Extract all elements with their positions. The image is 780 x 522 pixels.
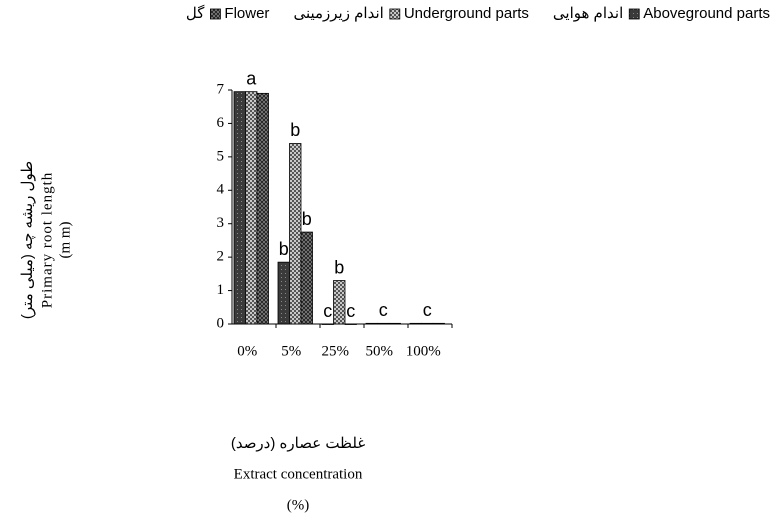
y-label-unit: (m m) [57, 221, 73, 258]
y-tick-label: 6 [217, 115, 225, 131]
bar [233, 91, 246, 325]
legend-label: Underground parts [404, 5, 529, 22]
y-label-fa: طول ریشه چه (میلی متر) [19, 161, 36, 319]
x-tick-label: 0% [237, 343, 257, 359]
legend-label-fa: اندام هوایی [553, 5, 623, 22]
x-tick-label: 25% [322, 343, 350, 359]
y-tick-label: 7 [217, 81, 225, 97]
x-label-unit: (%) [287, 497, 310, 513]
significance-letter: c [346, 301, 355, 321]
bar [256, 92, 269, 325]
significance-letter: c [379, 300, 388, 320]
y-tick-label: 2 [217, 249, 225, 265]
bar [344, 323, 357, 325]
bar [409, 322, 422, 325]
y-axis-title: طول ریشه چه (میلی متر) Primary root leng… [19, 161, 73, 319]
significance-letter: b [302, 209, 312, 229]
x-tick-label: 5% [281, 343, 301, 359]
legend-label-fa: گل [186, 4, 205, 22]
legend-swatch [628, 8, 640, 20]
bar [245, 91, 258, 325]
bar [300, 231, 313, 325]
bar [289, 143, 302, 325]
legend-swatch [210, 8, 221, 20]
y-label-en: Primary root length [39, 172, 55, 308]
bar [321, 323, 334, 325]
significance-letter: b [279, 239, 289, 259]
legend-label-fa: اندام زیرزمینی [293, 5, 383, 22]
y-tick-label: 5 [217, 148, 225, 164]
bar [388, 322, 401, 325]
legend-label: Flower [224, 5, 269, 22]
bar [333, 280, 346, 325]
significance-letter: c [423, 300, 432, 320]
x-tick-label: 50% [366, 343, 394, 359]
legend-swatch [389, 8, 401, 20]
legend-label: Aboveground parts [643, 5, 770, 22]
bar [377, 322, 390, 325]
bar [421, 322, 434, 325]
bar [432, 322, 445, 325]
bar [277, 261, 290, 325]
y-tick-label: 3 [217, 215, 225, 231]
significance-letter: b [290, 120, 300, 140]
x-label-fa: غلظت عصاره (درصد) [231, 435, 365, 452]
bar [365, 322, 378, 325]
x-tick-label: 100% [406, 343, 441, 359]
significance-letter: b [334, 257, 344, 277]
x-label-en: Extract concentration [234, 466, 363, 482]
significance-letter: a [246, 68, 257, 88]
y-tick-label: 1 [217, 282, 225, 298]
y-tick-label: 0 [217, 315, 225, 331]
significance-letter: c [323, 301, 332, 321]
y-tick-label: 4 [217, 182, 225, 198]
